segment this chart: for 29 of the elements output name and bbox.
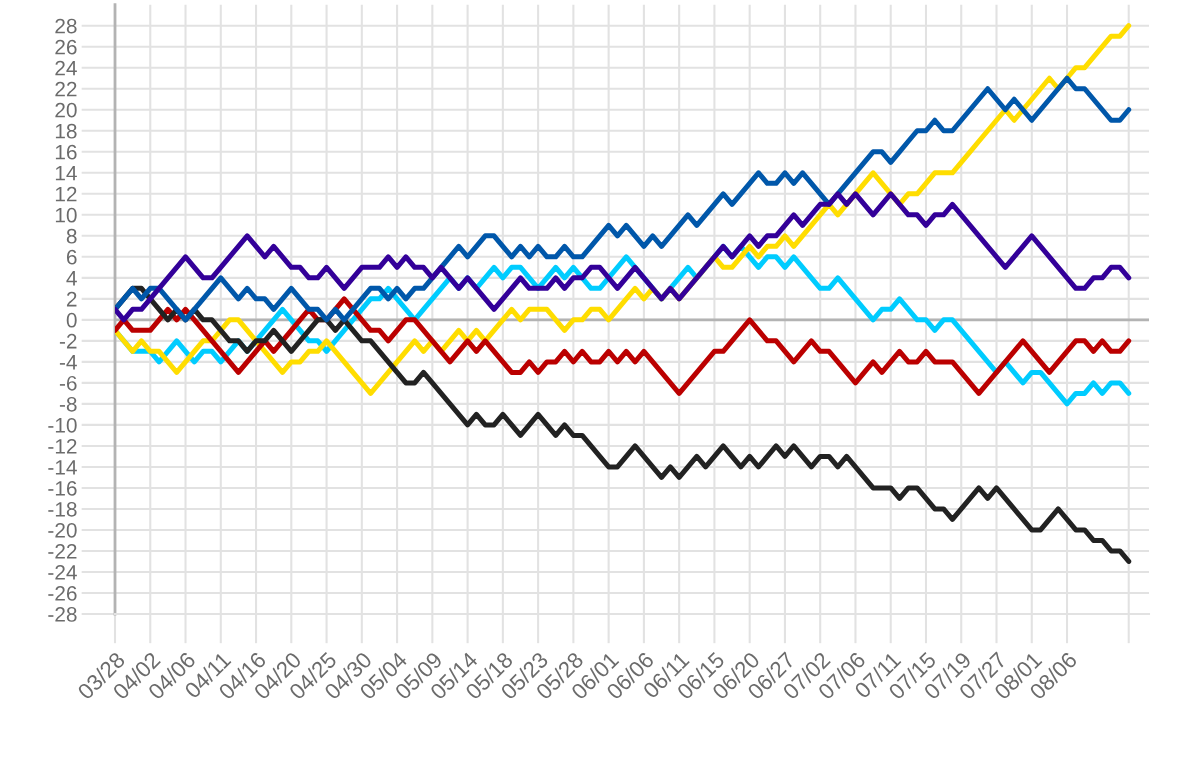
y-tick-label: 18	[55, 123, 77, 139]
y-tick-label: 2	[66, 291, 77, 307]
y-tick-label: -10	[48, 417, 77, 433]
y-tick-label: 22	[55, 81, 77, 97]
y-tick-label: 12	[55, 186, 77, 202]
y-tick-label: -24	[48, 564, 77, 580]
y-tick-label: -12	[48, 438, 77, 454]
y-tick-label: -20	[48, 522, 77, 538]
y-tick-label: -22	[48, 543, 77, 559]
y-tick-label: -6	[59, 375, 77, 391]
y-tick-label: 4	[66, 271, 77, 286]
y-tick-label: -14	[48, 460, 77, 475]
y-tick-label: -4	[59, 355, 77, 370]
y-tick-label: 26	[55, 39, 77, 55]
y-tick-label: 8	[66, 228, 77, 244]
y-tick-label: 6	[66, 249, 77, 265]
y-tick-label: -8	[59, 396, 77, 412]
y-tick-label: 20	[55, 102, 77, 118]
y-tick-label: 10	[55, 207, 77, 223]
y-tick-label: 14	[55, 166, 77, 181]
y-tick-label: 24	[55, 60, 77, 76]
y-tick-label: 16	[55, 144, 77, 160]
y-tick-label: 28	[55, 18, 77, 34]
y-tick-label: -16	[48, 480, 77, 496]
y-tick-label: -26	[48, 585, 77, 601]
y-tick-label: -28	[48, 607, 77, 622]
y-tick-label: -2	[59, 333, 77, 349]
y-tick-label: 0	[66, 312, 77, 328]
y-tick-label: -18	[48, 501, 77, 517]
